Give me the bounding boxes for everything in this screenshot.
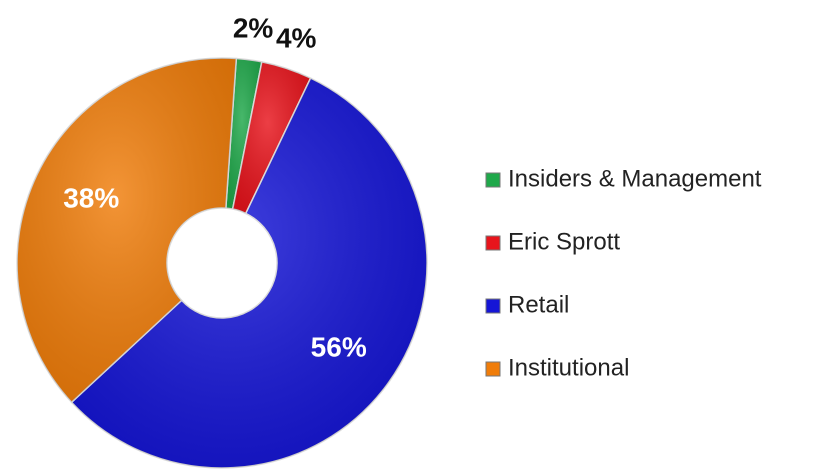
legend-label: Insiders & Management — [508, 165, 762, 192]
data-label: 4% — [276, 22, 317, 53]
legend-swatch — [485, 172, 501, 188]
legend-label: Eric Sprott — [508, 228, 620, 255]
legend-label: Retail — [508, 291, 569, 318]
labels: 2% 4% 56% 38% — [63, 12, 367, 362]
legend-swatch — [485, 361, 501, 377]
slices — [16, 57, 428, 469]
legend-label: Institutional — [508, 354, 629, 381]
data-label: 38% — [63, 183, 119, 214]
legend-swatch — [485, 298, 501, 314]
data-label: 56% — [311, 331, 367, 362]
legend-swatch — [485, 235, 501, 251]
legend: Insiders & Management Eric Sprott Retail In… — [485, 165, 762, 381]
data-label: 2% — [233, 12, 274, 43]
